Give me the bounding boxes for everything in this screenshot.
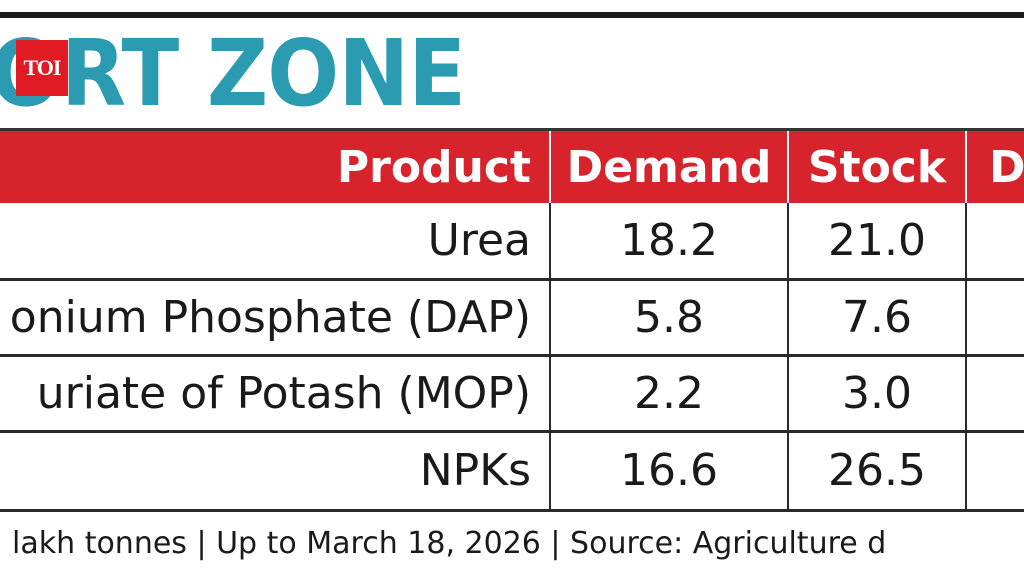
headline: ORT ZONE	[0, 20, 466, 127]
cell-product: NPKs	[0, 431, 551, 512]
cell-stock: 7.6	[788, 279, 967, 357]
data-table: Product Demand Stock D Urea 18.2 21.0 on…	[0, 131, 1024, 512]
cell-demand: 2.2	[550, 355, 789, 433]
table-top-rule	[0, 128, 1024, 131]
cell-product: onium Phosphate (DAP)	[0, 279, 551, 357]
cell-demand: 5.8	[550, 279, 789, 357]
table-header-row: Product Demand Stock D	[0, 131, 1024, 203]
cell-d	[966, 355, 1024, 433]
cell-d	[966, 203, 1024, 281]
cell-stock: 3.0	[788, 355, 967, 433]
footnote: s in lakh tonnes | Up to March 18, 2026 …	[0, 526, 887, 561]
table-row: onium Phosphate (DAP) 5.8 7.6	[0, 279, 1024, 357]
cell-stock: 21.0	[788, 203, 967, 281]
header-demand: Demand	[550, 131, 789, 203]
cell-demand: 16.6	[550, 431, 789, 512]
table-row: uriate of Potash (MOP) 2.2 3.0	[0, 355, 1024, 433]
cell-product: uriate of Potash (MOP)	[0, 355, 551, 433]
cell-demand: 18.2	[550, 203, 789, 281]
cell-stock: 26.5	[788, 431, 967, 512]
cell-product: Urea	[0, 203, 551, 281]
header-stock: Stock	[788, 131, 967, 203]
toi-logo: TOI	[16, 40, 68, 96]
table-row: NPKs 16.6 26.5	[0, 431, 1024, 512]
cell-d	[966, 431, 1024, 512]
cell-d	[966, 279, 1024, 357]
header-product: Product	[0, 131, 551, 203]
table-row: Urea 18.2 21.0	[0, 203, 1024, 281]
top-rule	[0, 12, 1024, 18]
header-d: D	[989, 141, 1024, 193]
